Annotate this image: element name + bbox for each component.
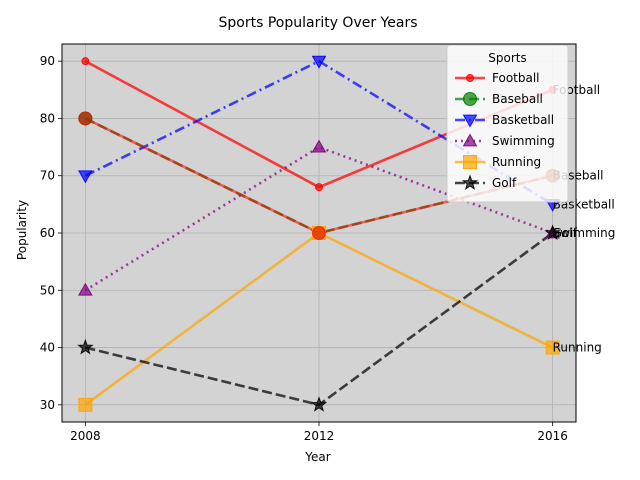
data-point-running	[545, 340, 560, 355]
end-label-running: Running	[553, 341, 602, 355]
y-tick-label: 40	[40, 341, 55, 355]
legend-marker-baseball	[463, 92, 477, 106]
data-point-golf	[77, 338, 94, 355]
y-tick-label: 60	[40, 226, 55, 240]
data-point-golf	[544, 224, 561, 240]
overlay-point	[78, 111, 93, 126]
legend-label-basketball: Basketball	[492, 113, 554, 127]
legend-label-baseball: Baseball	[492, 92, 543, 106]
legend-marker-golf	[461, 174, 479, 190]
overlay-point	[312, 226, 326, 240]
y-tick-label: 30	[40, 398, 55, 412]
data-point-football	[315, 183, 323, 192]
y-tick-label: 50	[40, 283, 55, 297]
legend-title: Sports	[488, 51, 526, 65]
y-tick-label: 80	[40, 111, 55, 125]
legend-label-swimming: Swimming	[492, 134, 555, 148]
data-point-running	[78, 397, 93, 412]
x-axis-label: Year	[304, 450, 330, 464]
y-tick-label: 90	[40, 54, 55, 68]
end-label-basketball: Basketball	[553, 197, 615, 211]
data-point-basketball	[78, 170, 93, 184]
data-point-swimming	[311, 139, 327, 153]
legend-marker-basketball	[462, 114, 478, 128]
legend-label-football: Football	[492, 71, 540, 85]
data-point-basketball	[311, 55, 327, 69]
end-label-swimming: Swimming	[553, 226, 616, 240]
y-axis: 30 40 50 60 70 80 90	[40, 54, 62, 412]
legend: Sports Football Baseball Basketball Swimming…	[446, 44, 569, 203]
series-line-swimming	[84, 145, 554, 292]
data-point-swimming	[78, 282, 93, 296]
legend-marker-running	[463, 155, 477, 169]
legend-label-golf: Golf	[492, 176, 517, 190]
end-label-golf: Golf	[553, 226, 578, 240]
y-axis-label: Popularity	[15, 200, 29, 260]
data-point-golf	[310, 396, 328, 412]
y-tick-label: 70	[40, 169, 55, 183]
legend-marker-football	[466, 74, 474, 82]
chart-title: Sports Popularity Over Years	[219, 15, 418, 31]
x-tick-label: 2012	[304, 429, 335, 443]
x-axis: 2008 2012 2016	[70, 422, 568, 443]
legend-label-running: Running	[492, 155, 541, 169]
x-tick-label: 2016	[537, 429, 568, 443]
legend-marker-swimming	[462, 133, 478, 147]
x-tick-label: 2008	[70, 429, 101, 443]
data-point-football	[81, 57, 90, 66]
